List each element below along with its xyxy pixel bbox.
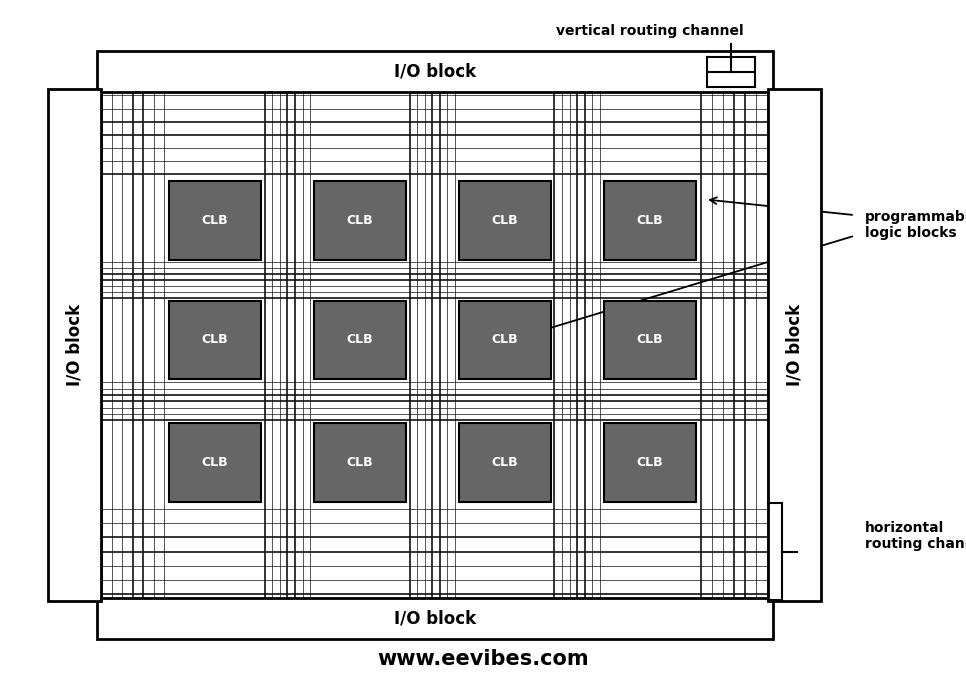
Text: vertical routing channel: vertical routing channel <box>556 24 744 38</box>
Bar <box>459 301 551 379</box>
Bar <box>314 423 406 502</box>
Text: I/O block: I/O block <box>785 304 804 386</box>
Text: CLB: CLB <box>637 214 663 227</box>
Text: I/O block: I/O block <box>393 63 476 81</box>
Bar <box>97 89 773 601</box>
Bar <box>604 301 696 379</box>
Bar <box>314 181 406 260</box>
Bar <box>314 301 406 379</box>
Text: CLB: CLB <box>492 214 518 227</box>
Text: programmable
logic blocks: programmable logic blocks <box>865 210 966 240</box>
Text: CLB: CLB <box>637 456 663 469</box>
Bar <box>169 423 261 502</box>
Bar <box>169 301 261 379</box>
Bar <box>459 423 551 502</box>
Bar <box>97 51 773 92</box>
Text: CLB: CLB <box>492 333 518 346</box>
Bar <box>97 598 773 639</box>
Text: CLB: CLB <box>202 456 228 469</box>
Text: www.eevibes.com: www.eevibes.com <box>377 650 589 669</box>
Bar <box>604 423 696 502</box>
Text: CLB: CLB <box>347 214 373 227</box>
Text: CLB: CLB <box>347 456 373 469</box>
Text: I/O block: I/O block <box>393 609 476 627</box>
Text: CLB: CLB <box>347 333 373 346</box>
Bar <box>604 181 696 260</box>
Bar <box>169 181 261 260</box>
Text: I/O block: I/O block <box>66 304 84 386</box>
Text: CLB: CLB <box>202 333 228 346</box>
Text: CLB: CLB <box>637 333 663 346</box>
Bar <box>768 89 821 601</box>
Bar <box>48 89 101 601</box>
Text: horizontal
routing channel: horizontal routing channel <box>865 521 966 551</box>
Text: CLB: CLB <box>202 214 228 227</box>
Bar <box>459 181 551 260</box>
Text: CLB: CLB <box>492 456 518 469</box>
